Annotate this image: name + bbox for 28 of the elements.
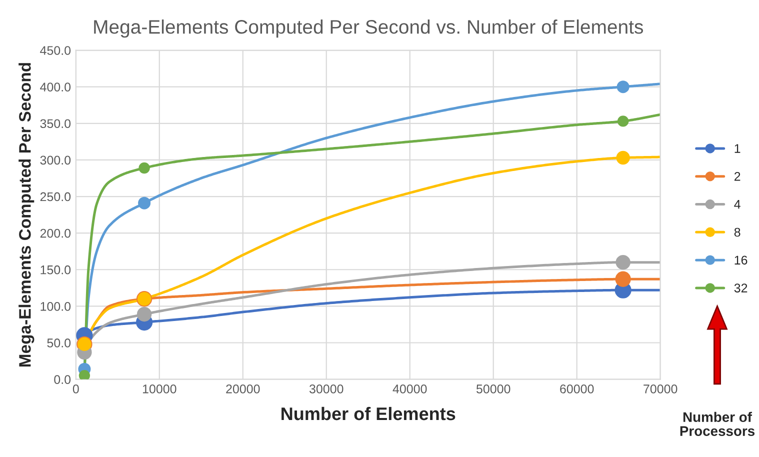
y-tick-label: 0.0 <box>54 375 71 384</box>
legend-label: 4 <box>734 200 740 209</box>
y-tick-label: 250.0 <box>40 192 71 202</box>
y-tick-label: 350.0 <box>40 119 71 128</box>
y-tick-label: 450.0 <box>40 46 71 55</box>
x-tick-label: 30000 <box>309 384 344 394</box>
legend-label: 2 <box>734 172 740 181</box>
x-tick-label: 50000 <box>476 384 510 394</box>
legend-label: 8 <box>734 228 740 237</box>
x-tick-label: 20000 <box>226 384 260 394</box>
chart-title: Mega-Elements Computed Per Second vs. Number of Elements <box>94 20 644 38</box>
legend-label: 16 <box>734 256 748 265</box>
y-tick-label: 150.0 <box>40 265 71 274</box>
y-tick-label: 400.0 <box>40 82 71 92</box>
x-tick-label: 40000 <box>392 384 427 394</box>
y-tick-label: 100.0 <box>40 302 71 311</box>
legend-label: 32 <box>734 284 748 292</box>
y-tick-label: 200.0 <box>40 228 71 238</box>
x-tick-label: 0 <box>72 384 79 394</box>
legend-label: 1 <box>734 144 740 153</box>
legend-title: Number of Processors <box>680 412 755 436</box>
x-axis-title: Number of Elements <box>282 406 456 420</box>
x-tick-label: 60000 <box>560 384 594 394</box>
y-tick-label: 300.0 <box>40 156 71 165</box>
x-tick-label: 10000 <box>142 384 176 394</box>
x-tick-label: 70000 <box>644 384 678 394</box>
y-tick-label: 50.0 <box>47 338 71 348</box>
y-axis-title: Mega-Elements Computed Per Second <box>18 63 34 366</box>
